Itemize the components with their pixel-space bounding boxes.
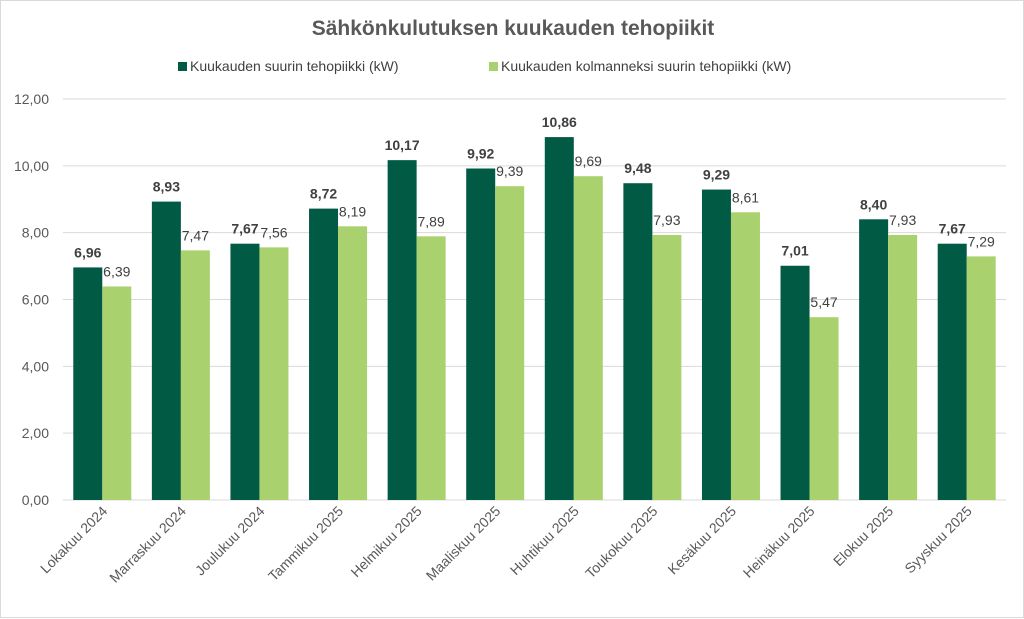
- label-peak-max: 7,01: [781, 243, 808, 259]
- gridlines: [63, 98, 1006, 501]
- y-tick-label: 10,00: [14, 158, 49, 174]
- bar-peak-third: [652, 235, 682, 500]
- bar-peak-third: [888, 235, 918, 500]
- bar-peak-third: [259, 247, 289, 500]
- label-peak-third: 7,47: [182, 227, 209, 243]
- bar-peak-max: [701, 189, 731, 500]
- bar-peak-third: [180, 250, 210, 500]
- x-tick-label: Elokuu 2025: [830, 503, 897, 570]
- bar-peak-max: [780, 265, 810, 500]
- legend-swatch-third: [489, 62, 498, 71]
- label-peak-max: 9,92: [467, 146, 494, 162]
- y-axis: 0,00 2,00 4,00 6,00 8,00 10,00 12,00: [14, 91, 49, 508]
- bar-peak-third: [730, 212, 760, 500]
- x-tick-label: Syyskuu 2025: [901, 503, 975, 577]
- x-tick-label: Tammikuu 2025: [265, 503, 346, 584]
- x-tick-label: Kesäkuu 2025: [664, 503, 739, 578]
- label-peak-third: 8,61: [732, 189, 759, 205]
- y-tick-label: 4,00: [22, 358, 49, 374]
- x-tick-label: Joulukuu 2024: [192, 503, 268, 579]
- x-tick-label: Huhtikuu 2025: [507, 503, 582, 578]
- bars: [73, 137, 996, 501]
- x-tick-label: Helmikuu 2025: [347, 503, 424, 580]
- label-peak-third: 7,93: [653, 212, 680, 228]
- y-tick-label: 8,00: [22, 225, 49, 241]
- label-peak-max: 8,40: [860, 196, 887, 212]
- y-tick-label: 6,00: [22, 292, 49, 308]
- legend-label-third: Kuukauden kolmanneksi suurin tehopiikki …: [501, 58, 791, 74]
- y-tick-label: 12,00: [14, 91, 49, 107]
- label-peak-max: 7,67: [231, 221, 258, 237]
- label-peak-max: 7,67: [939, 221, 966, 237]
- label-peak-third: 7,29: [968, 233, 995, 249]
- label-peak-max: 8,72: [310, 186, 337, 202]
- bar-peak-max: [859, 219, 889, 501]
- label-peak-max: 6,96: [74, 244, 101, 260]
- label-peak-third: 8,19: [339, 203, 366, 219]
- bar-peak-third: [495, 186, 525, 500]
- label-peak-max: 10,86: [542, 114, 577, 130]
- chart-title: Sähkönkulutuksen kuukauden tehopiikit: [312, 17, 715, 40]
- legend-label-main: Kuukauden suurin tehopiikki (kW): [190, 58, 399, 74]
- label-peak-third: 7,56: [260, 224, 287, 240]
- label-peak-max: 9,29: [703, 167, 730, 183]
- bar-peak-third: [966, 256, 996, 500]
- label-peak-third: 6,39: [103, 263, 130, 279]
- bar-peak-third: [338, 226, 368, 500]
- bar-peak-max: [73, 267, 103, 500]
- bar-peak-third: [102, 286, 132, 500]
- bar-peak-max: [151, 201, 181, 500]
- bar-peak-third: [809, 317, 839, 500]
- label-peak-max: 10,17: [385, 137, 420, 153]
- label-peak-third: 7,93: [889, 212, 916, 228]
- bar-peak-max: [309, 208, 339, 500]
- bar-peak-max: [544, 137, 574, 500]
- legend-swatch-main: [178, 62, 187, 71]
- data-labels: 6,966,398,937,47 7,67 7,568,728,1910,177,8…: [74, 114, 995, 310]
- bar-peak-max: [230, 243, 260, 501]
- bar-peak-max: [387, 160, 417, 500]
- x-tick-label: Toukokuu 2025: [582, 503, 661, 582]
- x-tick-label: Lokakuu 2024: [37, 503, 111, 577]
- bar-peak-max: [466, 168, 496, 501]
- x-tick-label: Marraskuu 2024: [106, 503, 189, 586]
- label-peak-max: 9,48: [624, 160, 651, 176]
- label-peak-third: 5,47: [810, 294, 837, 310]
- legend: Kuukauden suurin tehopiikki (kW) Kuukaud…: [178, 58, 791, 74]
- bar-peak-max: [623, 183, 653, 500]
- label-peak-max: 8,93: [153, 179, 180, 195]
- bar-peak-third: [416, 236, 446, 500]
- y-tick-label: 0,00: [22, 492, 49, 508]
- label-peak-third: 9,69: [575, 153, 602, 169]
- label-peak-third: 7,89: [418, 213, 445, 229]
- label-peak-third: 9,39: [496, 163, 523, 179]
- y-tick-label: 2,00: [22, 425, 49, 441]
- x-tick-label: Maaliskuu 2025: [423, 503, 504, 584]
- x-tick-label: Heinäkuu 2025: [740, 503, 818, 581]
- bar-peak-third: [573, 176, 603, 500]
- bar-peak-max: [937, 243, 967, 501]
